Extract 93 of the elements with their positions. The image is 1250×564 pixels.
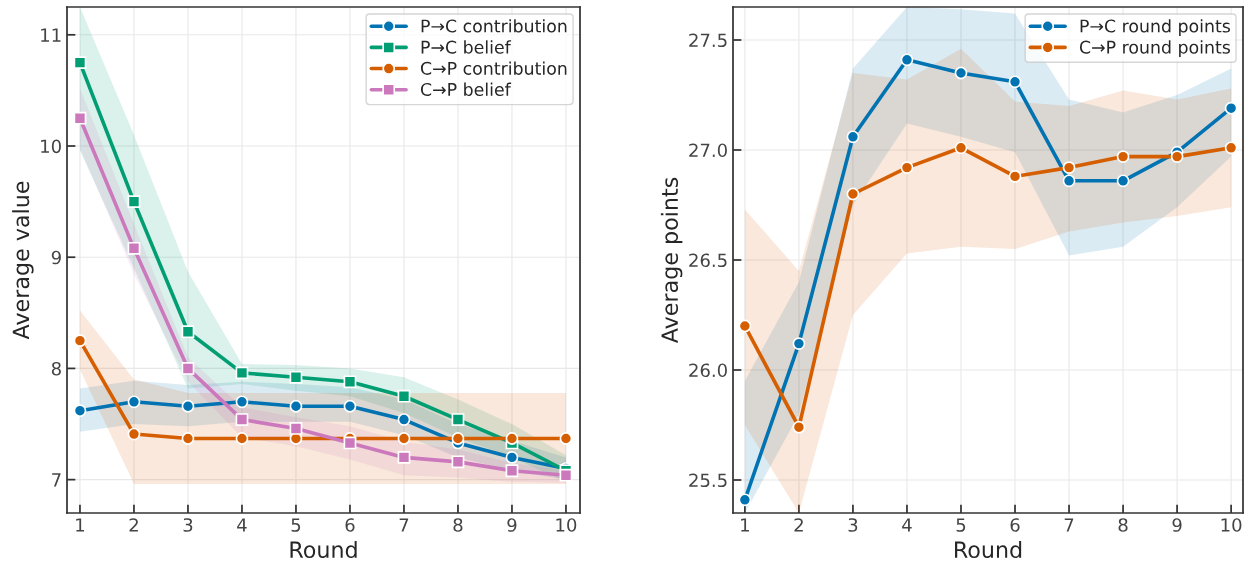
x-tick-label: 8: [1118, 518, 1128, 532]
legend-label: P→C round points: [1080, 19, 1230, 36]
point: [900, 53, 914, 67]
x-tick-label: 5: [956, 518, 966, 532]
point: [343, 399, 357, 413]
point: [738, 319, 752, 333]
x-axis-title: Round: [290, 540, 357, 559]
point: [451, 413, 465, 426]
x-tick-label: 9: [1172, 518, 1182, 532]
point: [73, 111, 87, 125]
x-tick-label: 9: [507, 518, 517, 532]
point: [505, 464, 519, 478]
point: [343, 436, 357, 450]
x-tick-label: 10: [556, 518, 577, 532]
x-tick-label: 6: [1010, 518, 1020, 532]
point: [235, 413, 249, 426]
point: [792, 337, 806, 350]
y-tick-label: 26.0: [689, 363, 727, 378]
x-tick-label: 10: [1221, 518, 1242, 532]
point: [397, 451, 411, 464]
point: [1224, 141, 1238, 155]
x-tick-label: 2: [794, 518, 803, 532]
y-axis-title: Average points: [660, 177, 683, 344]
point: [235, 395, 249, 409]
point: [73, 334, 87, 348]
point: [954, 141, 968, 155]
x-tick-label: 7: [399, 518, 409, 532]
point: [451, 455, 465, 469]
point: [792, 420, 806, 434]
point: [846, 187, 860, 201]
x-tick-label: 3: [848, 518, 858, 532]
y-tick-label: 7: [52, 473, 61, 487]
point: [181, 432, 195, 445]
y-tick-label: 27.0: [689, 143, 727, 158]
x-tick-label: 1: [76, 518, 85, 532]
point: [1008, 75, 1022, 89]
x-tick-label: 6: [345, 518, 355, 532]
x-tick-label: 1: [741, 518, 749, 532]
point: [1062, 174, 1076, 188]
point: [343, 375, 357, 389]
x-tick-label: 5: [291, 518, 301, 532]
point: [1062, 161, 1076, 174]
y-tick-label: 11: [41, 28, 61, 42]
x-axis-title: Round: [955, 540, 1022, 559]
point: [505, 432, 519, 445]
point: [127, 427, 141, 441]
legend-label: C→P contribution: [420, 61, 567, 75]
point: [127, 241, 141, 255]
point: [954, 66, 968, 80]
point: [846, 130, 860, 144]
legend-label: C→P belief: [420, 82, 512, 97]
point: [1008, 170, 1022, 183]
point: [73, 404, 87, 418]
point: [397, 432, 411, 445]
legend-label: P→C belief: [421, 40, 512, 54]
point: [451, 432, 465, 445]
point: [289, 370, 303, 384]
y-tick-label: 10: [41, 139, 61, 154]
point: [1116, 174, 1130, 188]
point: [397, 413, 411, 426]
point: [289, 399, 303, 413]
point: [1116, 150, 1130, 163]
point: [235, 366, 249, 380]
point: [127, 195, 141, 209]
point: [181, 325, 195, 339]
point: [559, 468, 573, 482]
x-tick-label: 2: [129, 518, 138, 532]
y-tick-label: 26.5: [689, 253, 727, 268]
x-tick-label: 8: [453, 518, 463, 532]
point: [181, 399, 195, 413]
point: [1170, 150, 1184, 163]
point: [900, 161, 914, 174]
legend-label: C→P round points: [1079, 40, 1230, 58]
y-tick-label: 25.5: [689, 473, 727, 488]
x-tick-label: 4: [237, 518, 247, 532]
y-axis-title: Average value: [12, 181, 34, 340]
x-tick-label: 4: [902, 518, 912, 532]
point: [738, 493, 752, 507]
point: [181, 362, 195, 375]
y-tick-label: 8: [51, 361, 61, 376]
point: [235, 432, 249, 445]
point: [127, 395, 141, 409]
x-tick-label: 7: [1064, 518, 1074, 532]
legend-label: P→C contribution: [421, 19, 567, 33]
y-tick-label: 27.5: [689, 33, 727, 48]
point: [505, 451, 519, 464]
y-tick-label: 9: [51, 250, 61, 265]
point: [1224, 101, 1238, 115]
point: [289, 422, 303, 435]
x-tick-label: 3: [183, 518, 193, 532]
point: [73, 56, 87, 69]
point: [397, 389, 411, 403]
point: [559, 432, 573, 445]
